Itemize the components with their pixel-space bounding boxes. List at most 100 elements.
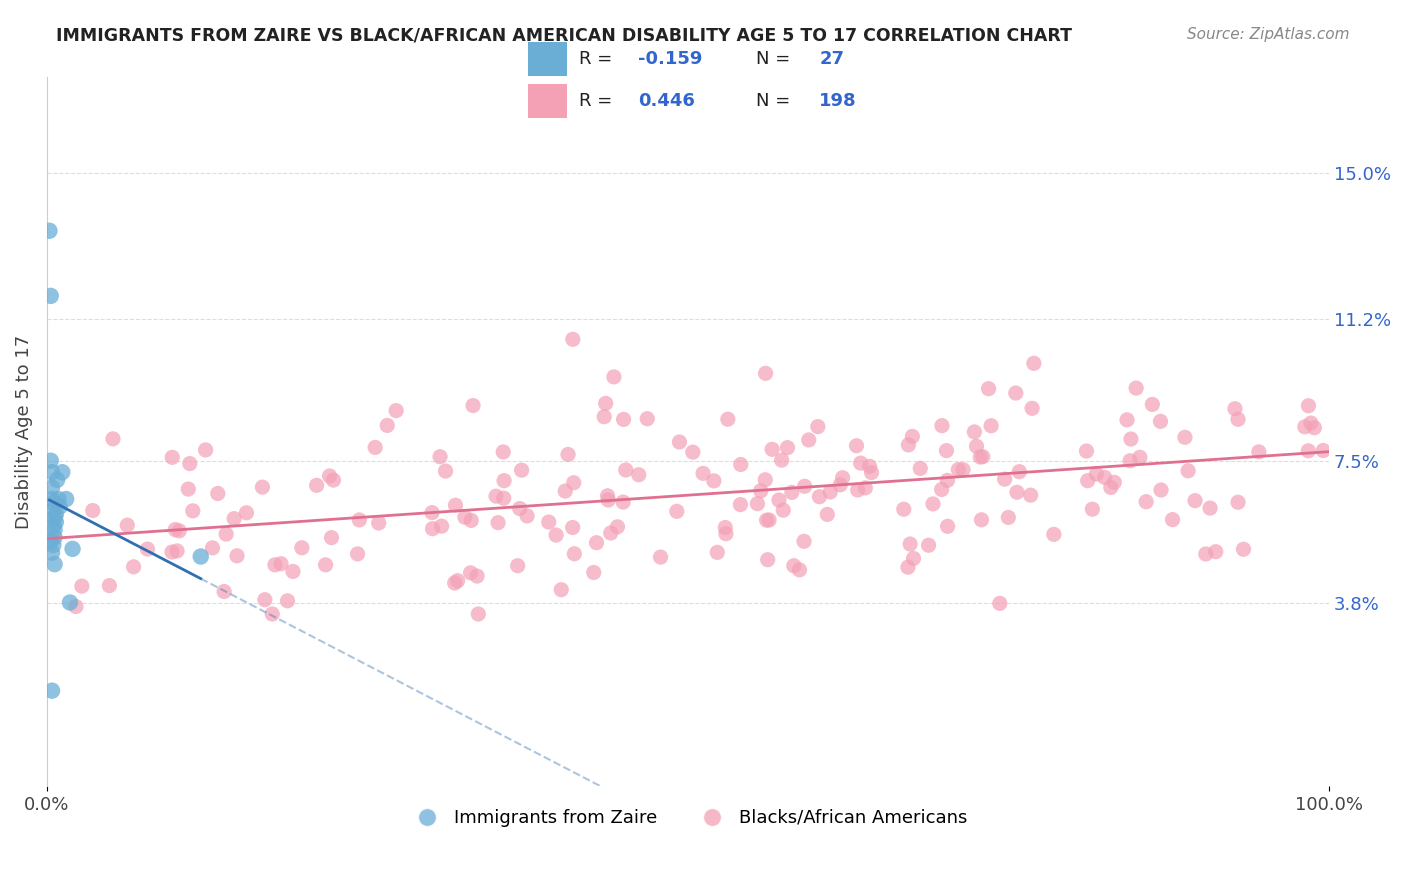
Point — [561, 520, 583, 534]
Point — [994, 472, 1017, 486]
Point — [1298, 443, 1320, 458]
Point — [1161, 513, 1184, 527]
Point — [903, 551, 925, 566]
Point — [730, 498, 752, 512]
Point — [596, 489, 619, 503]
Point — [1129, 450, 1152, 465]
Point — [860, 466, 883, 480]
Point — [42, 503, 65, 517]
Point — [443, 576, 465, 591]
Point — [434, 464, 457, 478]
Point — [136, 542, 159, 557]
Point — [44, 523, 66, 537]
Point — [793, 534, 815, 549]
Point — [1077, 474, 1099, 488]
Point — [101, 432, 124, 446]
Point — [42, 538, 65, 552]
Point — [486, 516, 509, 530]
Text: N =: N = — [756, 50, 796, 68]
Point — [846, 483, 869, 497]
Point — [430, 519, 453, 533]
Point — [550, 582, 572, 597]
Point — [1149, 414, 1171, 428]
Point — [177, 482, 200, 496]
Point — [606, 520, 628, 534]
Point — [41, 465, 63, 479]
Point — [1125, 381, 1147, 395]
Point — [509, 501, 531, 516]
Point — [988, 596, 1011, 610]
Point — [1081, 502, 1104, 516]
Point — [554, 484, 576, 499]
Point — [761, 442, 783, 457]
Point — [252, 480, 274, 494]
Point — [599, 526, 621, 541]
Point — [446, 574, 468, 588]
Point — [492, 445, 515, 459]
Point — [460, 566, 482, 580]
Point — [39, 289, 62, 303]
Text: N =: N = — [756, 92, 796, 110]
Point — [315, 558, 337, 572]
Point — [970, 513, 993, 527]
Point — [1227, 412, 1250, 426]
Text: -0.159: -0.159 — [638, 50, 703, 68]
Point — [897, 438, 920, 452]
Point — [582, 566, 605, 580]
Point — [966, 439, 988, 453]
Point — [936, 519, 959, 533]
Point — [1142, 397, 1164, 411]
Point — [997, 510, 1019, 524]
Point — [898, 537, 921, 551]
Point — [730, 458, 752, 472]
Point — [613, 412, 636, 426]
Point — [224, 511, 246, 525]
Point — [849, 456, 872, 470]
Point — [291, 541, 314, 555]
Point — [562, 475, 585, 490]
Point — [714, 526, 737, 541]
Point — [1312, 443, 1334, 458]
Point — [207, 486, 229, 500]
Point — [44, 557, 66, 571]
Point — [41, 683, 63, 698]
Point — [276, 594, 298, 608]
Point — [793, 479, 815, 493]
Point — [1232, 542, 1254, 557]
Point — [1227, 495, 1250, 509]
Point — [55, 491, 77, 506]
Point — [1299, 416, 1322, 430]
Point — [603, 370, 626, 384]
Point — [48, 491, 70, 506]
Point — [42, 519, 65, 533]
Point — [931, 418, 953, 433]
Point — [454, 510, 477, 524]
Bar — [529, 42, 568, 76]
Point — [561, 332, 583, 346]
Point — [783, 558, 806, 573]
Point — [755, 513, 778, 527]
Point — [755, 367, 778, 381]
Point — [41, 546, 63, 560]
Point — [1135, 494, 1157, 508]
Point — [46, 473, 69, 487]
Point — [1043, 527, 1066, 541]
Point — [770, 453, 793, 467]
Point — [321, 531, 343, 545]
Point — [367, 516, 389, 530]
Point — [190, 549, 212, 564]
Point — [830, 478, 852, 492]
Point — [627, 467, 650, 482]
Point — [165, 523, 187, 537]
Point — [807, 419, 830, 434]
Point — [494, 474, 516, 488]
Point — [768, 493, 790, 508]
Point — [682, 445, 704, 459]
Point — [1205, 544, 1227, 558]
Point — [831, 471, 853, 485]
Point — [963, 425, 986, 439]
Point — [465, 569, 488, 583]
Point — [42, 496, 65, 510]
Point — [444, 498, 467, 512]
Point — [1184, 493, 1206, 508]
